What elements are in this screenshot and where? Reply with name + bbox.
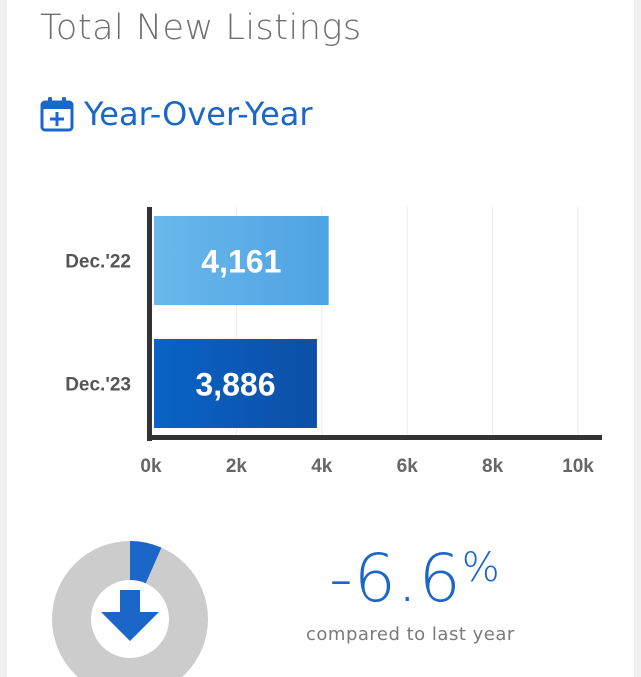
y-axis-line xyxy=(147,207,152,441)
bar-value-label: 4,161 xyxy=(201,244,281,280)
calendar-plus-icon xyxy=(40,97,74,132)
period-selector: Year-Over-Year xyxy=(40,92,313,136)
card-title: Total New Listings xyxy=(40,8,362,48)
x-tick-label: 4k xyxy=(311,456,333,477)
category-label: Dec.'22 xyxy=(65,252,131,273)
change-unit: % xyxy=(461,545,500,591)
x-tick-label: 2k xyxy=(226,456,248,477)
bar-1 xyxy=(154,216,329,305)
arrow-down-icon xyxy=(101,590,159,641)
x-tick-label: 8k xyxy=(482,456,504,477)
x-tick-label: 6k xyxy=(397,456,419,477)
change-donut xyxy=(52,541,208,677)
category-label: Dec.'23 xyxy=(65,375,131,396)
compare-caption: compared to last year xyxy=(306,624,515,645)
x-tick-label: 10k xyxy=(562,456,594,477)
period-label: Year-Over-Year xyxy=(84,95,313,133)
change-percent: -6.6 % xyxy=(329,540,500,618)
x-axis-line xyxy=(147,435,602,440)
listings-card: Total New Listings Year-Over-Year 4,161 D… xyxy=(7,0,634,677)
change-value: -6.6 xyxy=(329,540,462,617)
bar-chart: 4,161 Dec.'22 3,886 Dec.'23 0k 2k 4k 6k 8k 10k xyxy=(65,207,602,477)
bar-2 xyxy=(154,339,317,428)
bar-value-label: 3,886 xyxy=(195,367,275,403)
x-tick-label: 0k xyxy=(140,456,162,477)
